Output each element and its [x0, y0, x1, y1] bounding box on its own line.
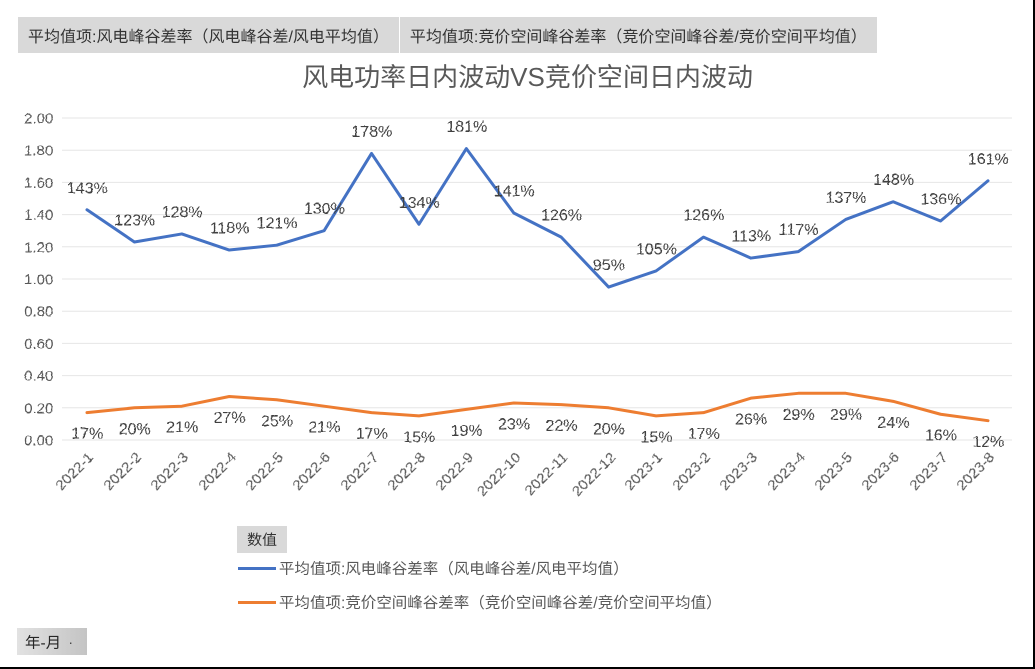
svg-text:20%: 20% — [118, 421, 150, 438]
svg-text:15%: 15% — [403, 429, 435, 446]
svg-text:24%: 24% — [877, 414, 909, 431]
svg-text:0.40: 0.40 — [24, 368, 53, 385]
svg-text:25%: 25% — [261, 413, 293, 430]
svg-text:137%: 137% — [825, 189, 866, 206]
svg-text:1.40: 1.40 — [24, 207, 53, 224]
svg-text:20%: 20% — [593, 421, 625, 438]
svg-text:1.80: 1.80 — [24, 142, 53, 159]
svg-text:130%: 130% — [304, 201, 345, 218]
svg-text:105%: 105% — [636, 241, 677, 258]
svg-text:136%: 136% — [920, 191, 961, 208]
svg-text:1.00: 1.00 — [24, 271, 53, 288]
svg-text:12%: 12% — [972, 434, 1004, 451]
svg-text:143%: 143% — [67, 180, 108, 197]
svg-text:0.00: 0.00 — [24, 432, 53, 449]
svg-text:0.60: 0.60 — [24, 335, 53, 352]
svg-text:17%: 17% — [687, 426, 719, 443]
svg-text:161%: 161% — [968, 151, 1009, 168]
svg-text:16%: 16% — [925, 427, 957, 444]
svg-text:126%: 126% — [683, 207, 724, 224]
svg-text:117%: 117% — [778, 222, 818, 239]
svg-text:19%: 19% — [450, 422, 482, 439]
svg-text:23%: 23% — [498, 416, 530, 433]
svg-text:15%: 15% — [640, 429, 672, 446]
svg-text:126%: 126% — [541, 207, 582, 224]
svg-text:2.00: 2.00 — [24, 110, 53, 127]
svg-text:0.20: 0.20 — [24, 400, 53, 417]
svg-text:1.60: 1.60 — [24, 174, 53, 191]
svg-text:21%: 21% — [308, 419, 340, 436]
svg-text:118%: 118% — [209, 220, 249, 237]
svg-text:27%: 27% — [213, 410, 245, 427]
svg-text:22%: 22% — [545, 418, 577, 435]
svg-text:29%: 29% — [830, 406, 862, 423]
svg-text:29%: 29% — [782, 406, 814, 423]
svg-text:128%: 128% — [161, 204, 202, 221]
svg-text:17%: 17% — [71, 426, 103, 443]
svg-text:0.80: 0.80 — [24, 303, 53, 320]
svg-text:123%: 123% — [114, 212, 155, 229]
svg-text:95%: 95% — [593, 257, 625, 274]
svg-text:141%: 141% — [493, 183, 534, 200]
svg-text:21%: 21% — [166, 419, 198, 436]
svg-text:17%: 17% — [355, 426, 387, 443]
svg-text:121%: 121% — [256, 215, 297, 232]
svg-text:113%: 113% — [731, 228, 771, 245]
svg-text:178%: 178% — [351, 123, 392, 140]
svg-text:134%: 134% — [398, 194, 439, 211]
svg-text:148%: 148% — [873, 172, 914, 189]
svg-text:1.20: 1.20 — [24, 239, 53, 256]
svg-text:181%: 181% — [446, 119, 487, 136]
svg-text:26%: 26% — [735, 411, 767, 428]
